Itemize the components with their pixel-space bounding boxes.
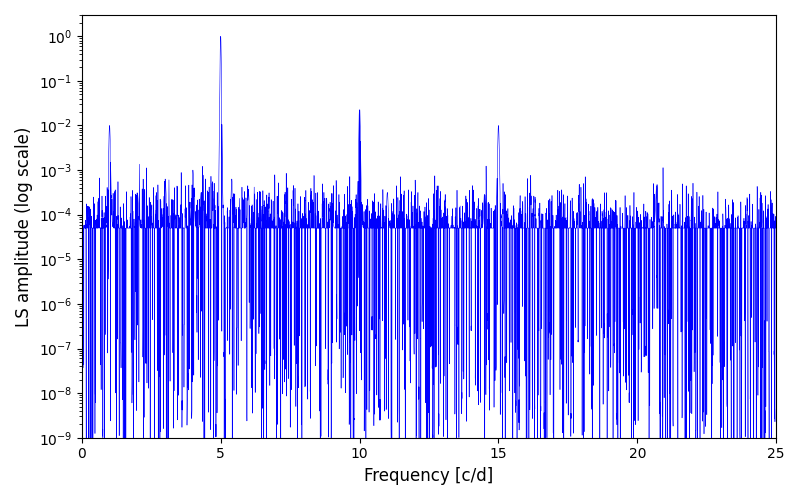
X-axis label: Frequency [c/d]: Frequency [c/d] <box>364 467 494 485</box>
Y-axis label: LS amplitude (log scale): LS amplitude (log scale) <box>15 126 33 326</box>
